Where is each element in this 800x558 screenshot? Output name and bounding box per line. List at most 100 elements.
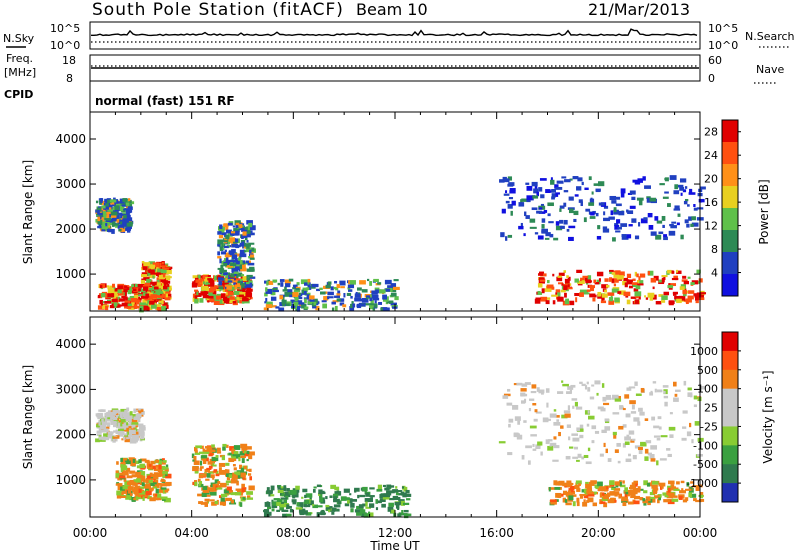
echo-cell <box>403 502 410 506</box>
echo-cell <box>617 460 621 464</box>
colorbar-tick-label: 25 <box>704 402 718 415</box>
echo-cell <box>200 291 208 296</box>
echo-cell <box>144 459 150 463</box>
echo-cell <box>376 488 383 492</box>
echo-cell <box>593 183 601 186</box>
echo-cell <box>122 416 129 422</box>
echo-cell <box>350 508 354 513</box>
echo-cell <box>599 486 607 491</box>
echo-cell <box>565 491 570 497</box>
echo-cell <box>676 270 682 274</box>
nsky-label: N.Sky <box>3 32 35 45</box>
echo-cell <box>126 305 132 309</box>
echo-cell <box>369 495 375 498</box>
echo-cell <box>611 272 619 275</box>
colorbar-tick-label: 1000 <box>690 345 718 358</box>
echo-cell <box>584 187 589 191</box>
echo-cell <box>375 289 382 294</box>
echo-cell <box>586 500 590 503</box>
echo-cell <box>227 222 233 226</box>
echo-cell <box>630 411 637 414</box>
echo-cell <box>207 278 212 281</box>
echo-cell <box>218 281 223 286</box>
echo-cell <box>609 480 615 486</box>
echo-cell <box>571 398 578 401</box>
echo-cell <box>551 193 556 198</box>
echo-cell <box>625 491 629 495</box>
echo-cell <box>555 492 562 498</box>
echo-cell <box>690 493 697 498</box>
echo-cell <box>246 491 253 495</box>
echo-cell <box>576 428 584 432</box>
echo-cell <box>587 410 590 414</box>
echo-cell <box>634 235 640 240</box>
echo-cell <box>329 495 333 499</box>
echo-cell <box>225 274 229 279</box>
echo-cell <box>585 461 592 465</box>
echo-cell <box>227 280 233 283</box>
echo-cell <box>194 277 199 281</box>
echo-cell <box>631 282 638 286</box>
echo-cell <box>309 299 315 302</box>
echo-cell <box>562 383 569 387</box>
echo-cell <box>156 273 159 277</box>
echo-cell <box>301 290 307 295</box>
echo-cell <box>637 486 641 491</box>
echo-cell <box>607 292 615 296</box>
echo-cell <box>575 297 578 303</box>
echo-cell <box>305 493 313 498</box>
echo-cell <box>204 498 210 502</box>
echo-cell <box>695 300 699 304</box>
echo-cell <box>590 480 597 485</box>
echo-cell <box>95 200 99 204</box>
echo-cell <box>164 296 171 301</box>
echo-cell <box>388 486 392 490</box>
echo-cell <box>131 422 139 425</box>
echo-cell <box>122 208 129 211</box>
echo-cell <box>277 282 281 286</box>
echo-cell <box>378 289 386 294</box>
echo-cell <box>192 459 195 462</box>
echo-cell <box>600 300 607 304</box>
echo-cell <box>281 299 287 305</box>
echo-cell <box>225 480 233 483</box>
echo-cell <box>141 479 146 482</box>
echo-cell <box>386 490 392 496</box>
echo-cell <box>583 494 589 499</box>
echo-cell <box>555 186 563 190</box>
echo-cell <box>204 501 209 507</box>
echo-cell <box>651 498 656 503</box>
echo-cell <box>163 291 166 296</box>
echo-cell <box>499 179 505 183</box>
echo-cell <box>101 292 106 298</box>
echo-cell <box>520 388 527 392</box>
x-axis-label: Time UT <box>369 539 420 553</box>
echo-cell <box>556 180 564 184</box>
echo-cell <box>588 202 595 206</box>
echo-cell <box>334 280 338 284</box>
echo-cell <box>284 279 291 285</box>
echo-cell <box>134 490 137 495</box>
echo-cell <box>692 485 699 488</box>
echo-cell <box>299 511 306 515</box>
echo-cell <box>529 398 535 401</box>
echo-cell <box>603 402 610 406</box>
echo-cell <box>231 240 239 244</box>
echo-cell <box>645 440 652 444</box>
echo-cell <box>214 500 218 505</box>
echo-cell <box>221 455 226 461</box>
echo-cell <box>699 292 707 295</box>
echo-cell <box>272 279 278 283</box>
echo-cell <box>309 295 315 300</box>
echo-cell <box>321 490 325 494</box>
echo-cell <box>201 285 209 291</box>
echo-cell <box>318 492 321 496</box>
echo-cell <box>632 454 637 460</box>
echo-cell <box>140 429 145 434</box>
echo-cell <box>96 433 102 437</box>
echo-cell <box>680 192 683 196</box>
echo-cell <box>613 207 617 213</box>
echo-cell <box>107 293 115 298</box>
